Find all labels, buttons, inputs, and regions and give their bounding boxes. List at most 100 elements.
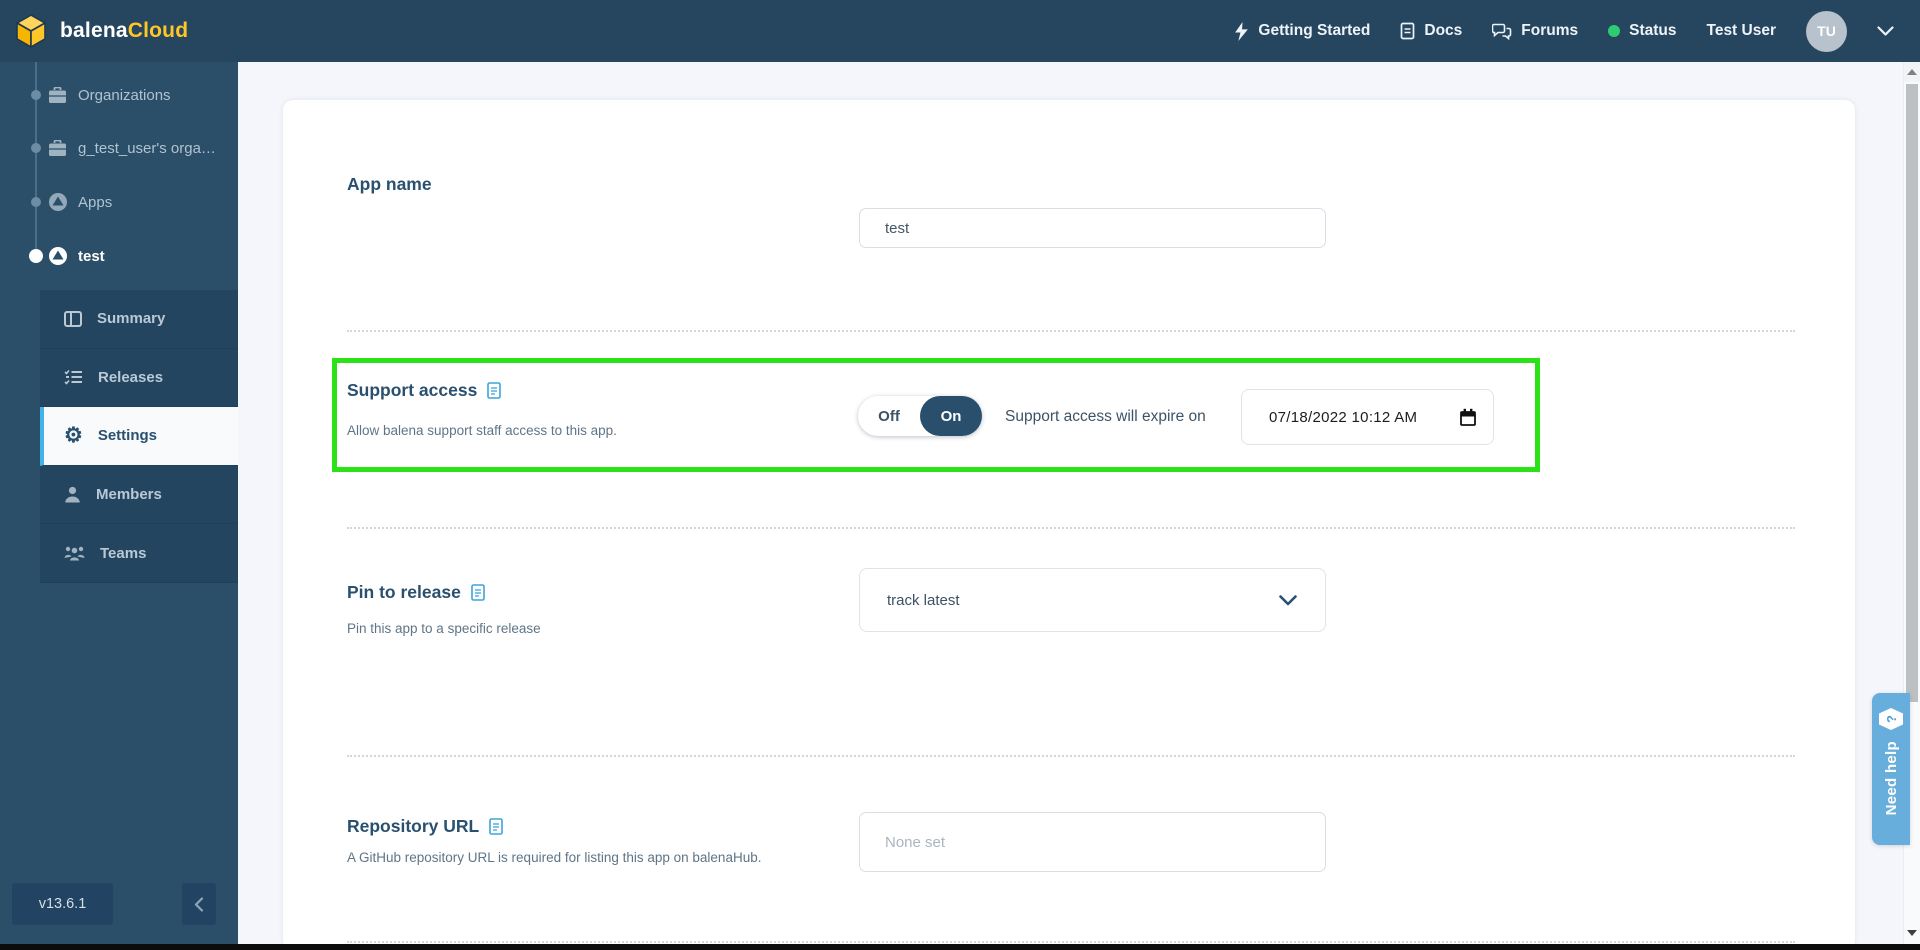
- sidebar-item-label: g_test_user's orga…: [78, 139, 216, 157]
- release-select-value: track latest: [887, 591, 960, 609]
- sidebar-item-label: Organizations: [78, 86, 171, 104]
- expire-label: Support access will expire on: [1005, 408, 1206, 425]
- nav-label: Getting Started: [1258, 22, 1371, 39]
- pin-to-release-label-text: Pin to release: [347, 582, 461, 602]
- app-name-label-text: App name: [347, 174, 432, 194]
- submenu-item-members[interactable]: Members: [40, 466, 238, 525]
- nav-label: Docs: [1424, 22, 1463, 39]
- calendar-icon[interactable]: [1459, 408, 1477, 427]
- app-circle-icon: [48, 246, 68, 266]
- sidebar-item-organizations[interactable]: Organizations: [0, 78, 238, 112]
- horizontal-scrollbar[interactable]: [0, 944, 1920, 950]
- support-access-toggle[interactable]: Off On: [858, 396, 982, 436]
- person-icon: [65, 486, 80, 503]
- submenu-item-summary[interactable]: Summary: [40, 290, 238, 349]
- doc-info-icon[interactable]: [489, 818, 504, 835]
- nav-label: Status: [1629, 22, 1677, 39]
- logo-balena: balena: [60, 19, 128, 42]
- submenu-label: Members: [96, 486, 162, 504]
- toggle-off-label[interactable]: Off: [878, 407, 900, 425]
- triangle-down-icon: [1907, 930, 1917, 936]
- top-navbar: balenaCloud Getting Started Docs Forums: [0, 0, 1920, 62]
- scrollbar-thumb[interactable]: [1906, 84, 1918, 702]
- sidebar-item-apps[interactable]: Apps: [0, 185, 238, 219]
- sidebar-item-test-app[interactable]: test: [0, 239, 238, 273]
- avatar-initials: TU: [1817, 23, 1836, 39]
- briefcase-icon: [48, 138, 68, 158]
- nav-forums[interactable]: Forums: [1492, 22, 1578, 40]
- app-circle-icon: [48, 192, 68, 212]
- nav-getting-started[interactable]: Getting Started: [1234, 21, 1371, 41]
- submenu-item-teams[interactable]: Teams: [40, 524, 238, 583]
- release-select[interactable]: track latest: [859, 568, 1326, 632]
- repository-url-label: Repository URL: [347, 816, 504, 837]
- timeline-dot-active: [29, 249, 43, 263]
- sidebar-item-org-personal[interactable]: g_test_user's orga…: [0, 131, 238, 165]
- nav-label: Forums: [1521, 22, 1579, 39]
- gear-icon: ⚙: [64, 423, 83, 447]
- repository-url-label-text: Repository URL: [347, 816, 480, 836]
- checklist-icon: [64, 370, 82, 386]
- briefcase-icon: [48, 85, 68, 105]
- support-access-label-text: Support access: [347, 380, 478, 400]
- timeline-dot: [31, 197, 41, 207]
- logo-text: balenaCloud: [60, 19, 188, 43]
- repository-url-input[interactable]: [859, 812, 1326, 872]
- submenu-label: Releases: [98, 368, 164, 386]
- help-question-mark: ?: [1883, 715, 1899, 723]
- need-help-label: Need help: [1882, 741, 1900, 816]
- timeline-dot: [31, 90, 41, 100]
- app-name-label: App name: [347, 174, 432, 195]
- repository-url-description: A GitHub repository URL is required for …: [347, 850, 762, 865]
- support-access-description: Allow balena support staff access to thi…: [347, 423, 617, 438]
- version-badge: v13.6.1: [12, 883, 113, 925]
- help-hexagon-icon: ?: [1879, 708, 1903, 730]
- settings-card: App name Support access Allow balena sup…: [283, 100, 1855, 950]
- app-submenu: Summary Releases ⚙ Settings Members: [40, 290, 238, 583]
- chevron-down-icon[interactable]: [1877, 25, 1894, 37]
- balena-cloud-logo[interactable]: balenaCloud: [0, 14, 188, 48]
- status-dot-icon: [1608, 25, 1621, 37]
- chat-icon: [1492, 23, 1512, 40]
- timeline-dot: [31, 143, 41, 153]
- version-text: v13.6.1: [38, 896, 87, 912]
- sidebar-collapse-button[interactable]: [182, 883, 216, 925]
- lightning-icon: [1235, 21, 1249, 41]
- user-name: Test User: [1706, 22, 1777, 39]
- scrollbar-up-button[interactable]: [1904, 62, 1920, 82]
- sidebar-timeline: [35, 49, 37, 257]
- doc-info-icon[interactable]: [487, 382, 502, 399]
- chevron-down-icon: [1279, 594, 1297, 605]
- submenu-item-settings[interactable]: ⚙ Settings: [40, 407, 238, 466]
- toggle-on-label[interactable]: On: [920, 396, 982, 436]
- doc-info-icon[interactable]: [471, 584, 485, 601]
- submenu-label: Settings: [97, 427, 158, 445]
- nav-docs[interactable]: Docs: [1400, 22, 1462, 40]
- support-access-highlight: Support access Allow balena support staf…: [332, 358, 1540, 472]
- sidebar-item-label: test: [78, 247, 105, 265]
- section-separator: [347, 755, 1795, 757]
- submenu-item-releases[interactable]: Releases: [40, 349, 238, 408]
- scrollbar-down-button[interactable]: [1904, 924, 1920, 942]
- sidebar-item-label: Apps: [78, 193, 113, 211]
- triangle-up-icon: [1907, 69, 1917, 75]
- section-separator: [347, 941, 1795, 943]
- document-icon: [1401, 22, 1415, 40]
- main-content: App name Support access Allow balena sup…: [238, 62, 1903, 950]
- columns-icon: [64, 310, 82, 327]
- nav-status[interactable]: Status: [1608, 22, 1677, 40]
- need-help-tab[interactable]: ? Need help: [1872, 693, 1910, 845]
- section-separator: [347, 330, 1795, 332]
- pin-to-release-description: Pin this app to a specific release: [347, 621, 541, 636]
- submenu-label: Teams: [100, 544, 147, 562]
- balena-cube-icon: [15, 14, 47, 48]
- support-access-label: Support access: [347, 380, 502, 401]
- avatar[interactable]: TU: [1806, 10, 1847, 52]
- chevron-left-icon: [194, 896, 204, 912]
- app-name-input[interactable]: [859, 208, 1326, 248]
- section-separator: [347, 527, 1795, 529]
- sidebar: Organizations g_test_user's orga… Apps t…: [0, 49, 238, 950]
- pin-to-release-label: Pin to release: [347, 582, 485, 603]
- expire-datetime-input[interactable]: 07/18/2022 10:12 AM: [1241, 389, 1494, 445]
- logo-cloud: Cloud: [127, 19, 189, 42]
